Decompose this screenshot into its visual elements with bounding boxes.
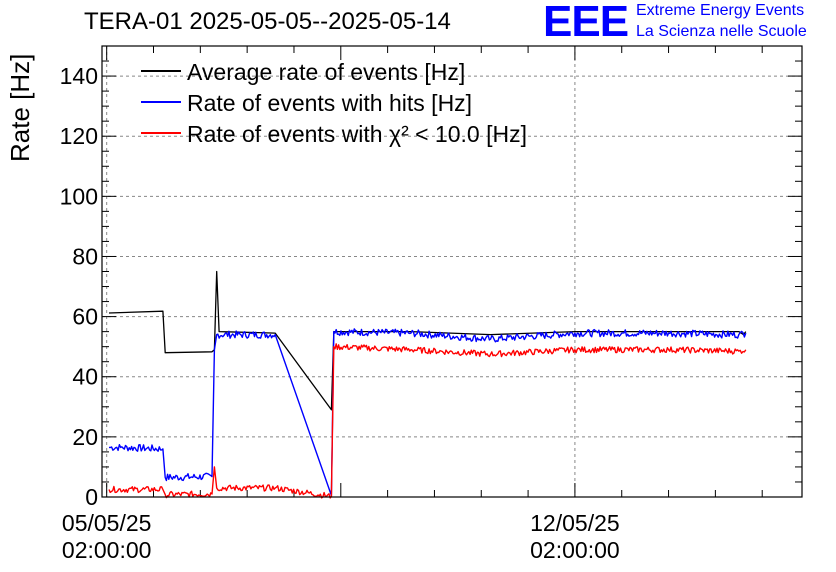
series-line-2 [108, 328, 747, 497]
x-tick-label-time: 02:00:00 [62, 537, 152, 563]
y-tick-label: 120 [60, 123, 98, 149]
chart-title: TERA-01 2025-05-05--2025-05-14 [84, 8, 451, 35]
y-tick-label: 60 [72, 304, 98, 330]
y-tick-label: 80 [72, 243, 98, 269]
y-tick-label: 0 [85, 484, 98, 510]
eee-logo: EEE [543, 0, 629, 46]
y-tick-label: 140 [60, 63, 98, 89]
plot-frame [101, 45, 803, 498]
y-tick-label: 100 [60, 183, 98, 209]
x-tick-label-date: 12/05/25 [530, 510, 620, 536]
legend-label-3: Rate of events with χ² < 10.0 [Hz] [187, 121, 527, 147]
logo-subtitle-line-2: La Scienza nelle Scuole [636, 23, 807, 40]
y-tick-label: 40 [72, 364, 98, 390]
y-tick-label: 20 [72, 424, 98, 450]
logo-subtitle-line-1: Extreme Energy Events [636, 2, 805, 19]
legend-label-1: Average rate of events [Hz] [187, 59, 465, 85]
series-line-3 [108, 343, 747, 499]
series-line-1 [108, 270, 747, 411]
x-tick-label-time: 02:00:00 [530, 537, 620, 563]
x-tick-label-date: 05/05/25 [62, 510, 152, 536]
legend-label-2: Rate of events with hits [Hz] [187, 90, 472, 116]
